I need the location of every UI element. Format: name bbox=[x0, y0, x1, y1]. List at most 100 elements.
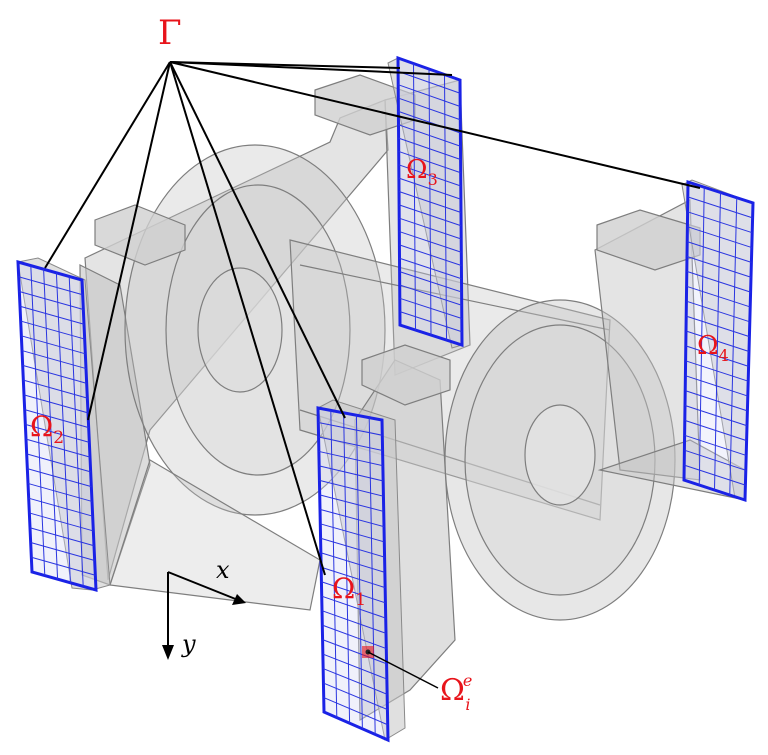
mesh-line bbox=[398, 150, 461, 174]
mesh-line bbox=[686, 270, 751, 293]
right-hub bbox=[524, 404, 596, 506]
mesh-line bbox=[27, 468, 92, 488]
mesh-line bbox=[684, 464, 746, 486]
mesh-line bbox=[684, 434, 747, 456]
mesh-line bbox=[398, 124, 461, 147]
mesh-line bbox=[19, 305, 85, 325]
axes bbox=[162, 571, 246, 660]
mesh-line bbox=[319, 508, 385, 528]
mesh-line bbox=[399, 297, 462, 319]
mesh-line bbox=[319, 479, 384, 497]
mesh-line bbox=[21, 350, 87, 370]
mesh-line bbox=[28, 497, 93, 517]
mesh-line bbox=[29, 527, 95, 547]
mesh-line bbox=[24, 409, 89, 429]
omega2-label: Ω2 bbox=[30, 410, 64, 448]
mesh-line bbox=[368, 417, 376, 735]
y-axis-arrowhead bbox=[162, 645, 174, 660]
mesh-line bbox=[323, 697, 388, 726]
mesh-line bbox=[355, 415, 363, 729]
mesh-line bbox=[68, 276, 84, 587]
mesh-line bbox=[319, 465, 384, 482]
mesh-line bbox=[397, 70, 461, 94]
mesh-line bbox=[398, 137, 461, 160]
bracket-front-left bbox=[94, 204, 186, 266]
mesh-line bbox=[398, 191, 462, 213]
mesh-line bbox=[21, 335, 86, 355]
gamma-line-omega1-mid bbox=[169, 61, 326, 576]
mesh-line bbox=[23, 394, 89, 414]
mesh-line bbox=[26, 453, 91, 473]
bracket-front-center bbox=[361, 344, 451, 406]
gamma-line-omega3-side bbox=[169, 61, 453, 76]
x-axis-arrowhead bbox=[232, 594, 246, 605]
mesh-line bbox=[321, 610, 387, 634]
mesh-line bbox=[685, 390, 748, 412]
mesh-line bbox=[398, 84, 461, 107]
mesh-line bbox=[25, 438, 91, 458]
x-axis-label: x bbox=[216, 556, 230, 584]
mesh-line bbox=[55, 272, 71, 583]
mesh-line bbox=[43, 269, 59, 580]
mesh-line bbox=[398, 164, 461, 187]
mesh-line bbox=[399, 271, 462, 293]
mesh-line bbox=[399, 244, 462, 266]
panel-omega1-grid bbox=[318, 410, 388, 735]
gamma-line-omega2-top bbox=[44, 61, 171, 269]
mesh-line bbox=[29, 512, 94, 532]
gamma-connector-lines bbox=[44, 61, 701, 689]
mesh-line bbox=[343, 412, 351, 724]
mesh-line bbox=[30, 541, 95, 561]
mesh-line bbox=[399, 257, 462, 280]
panel-omega4 bbox=[681, 179, 755, 503]
mesh-line bbox=[321, 581, 386, 604]
mesh-line bbox=[322, 624, 387, 650]
mesh-line bbox=[687, 241, 752, 263]
omega4-label: Ω4 bbox=[697, 331, 729, 365]
omega3-label: Ω3 bbox=[406, 155, 438, 189]
panel-omega4-grid bbox=[684, 187, 753, 496]
mesh-line bbox=[686, 285, 751, 308]
panel-omega2 bbox=[16, 257, 111, 593]
mesh-line bbox=[684, 449, 746, 471]
gamma-label: Γ bbox=[158, 13, 182, 53]
mesh-line bbox=[20, 320, 85, 340]
mesh-line bbox=[22, 364, 87, 384]
gamma-line-omega4 bbox=[169, 61, 701, 189]
mesh-line bbox=[685, 345, 749, 367]
mesh-line bbox=[685, 360, 749, 382]
mesh-line bbox=[321, 595, 386, 619]
mesh-line bbox=[685, 375, 748, 397]
mesh-line bbox=[18, 276, 83, 296]
mesh-line bbox=[19, 291, 84, 311]
mesh-line bbox=[322, 668, 388, 695]
mesh-line bbox=[687, 226, 752, 249]
omega-element-label: Ωe i bbox=[440, 671, 472, 714]
mesh-line bbox=[320, 566, 386, 589]
mesh-line bbox=[399, 311, 463, 333]
mesh-line bbox=[318, 421, 383, 436]
mesh-line bbox=[398, 97, 461, 121]
mesh-line bbox=[23, 379, 88, 399]
panel-omega1 bbox=[316, 399, 406, 743]
y-axis-label: y bbox=[181, 630, 196, 658]
panel-omega2-grid bbox=[18, 265, 96, 587]
mesh-line bbox=[25, 423, 90, 443]
mesh-line bbox=[399, 231, 462, 253]
mesh-line bbox=[320, 552, 386, 573]
mesh-line bbox=[686, 315, 750, 338]
mesh-line bbox=[318, 436, 383, 451]
mesh-line bbox=[684, 405, 748, 427]
x-axis-line bbox=[167, 571, 239, 601]
mesh-line bbox=[399, 284, 462, 306]
mesh-line bbox=[318, 450, 383, 467]
element-pointer-line bbox=[367, 651, 439, 689]
panel-omega3 bbox=[387, 55, 464, 349]
mesh-line bbox=[320, 523, 385, 543]
mesh-line bbox=[686, 256, 752, 278]
mesh-line bbox=[399, 217, 462, 240]
mesh-line bbox=[687, 211, 753, 234]
mesh-line bbox=[31, 556, 96, 576]
mesh-line bbox=[686, 300, 750, 323]
